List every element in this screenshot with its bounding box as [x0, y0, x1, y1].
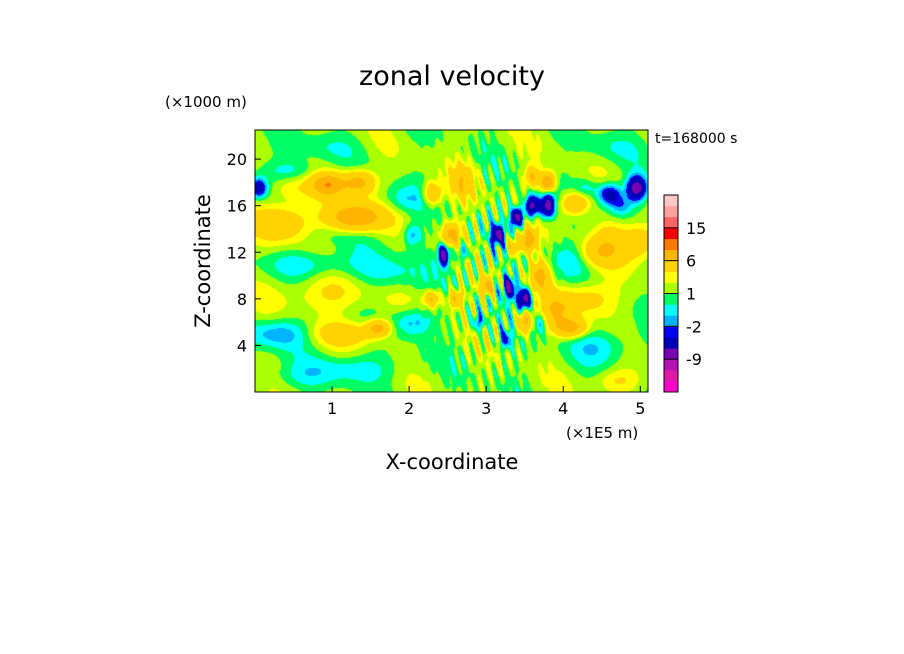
x-unit-label: (×1E5 m) [566, 424, 638, 442]
colorbar-swatch [664, 227, 678, 240]
colorbar-swatch [664, 337, 678, 349]
colorbar-swatch [664, 304, 678, 316]
colorbar-tick-label: -2 [686, 317, 702, 336]
colorbar-swatch [664, 326, 678, 338]
velocity-field-image [255, 130, 648, 392]
colorbar-swatch [664, 216, 678, 229]
colorbar-swatch [664, 238, 678, 251]
colorbar-tick-label: 1 [686, 285, 696, 304]
colorbar [663, 194, 679, 393]
colorbar-swatch [664, 271, 678, 283]
y-tick-label: 20 [227, 150, 247, 169]
colorbar-swatch [664, 370, 678, 382]
colorbar-swatch [664, 293, 678, 305]
colorbar-swatch [664, 315, 678, 327]
colorbar-swatch [664, 205, 678, 218]
y-axis-title: Z-coordinate [191, 194, 215, 328]
x-axis-ticks: 1 2 3 4 5 [327, 386, 645, 418]
x-tick-label: 4 [558, 399, 568, 418]
colorbar-labels: 15 6 1 -2 -9 [664, 219, 706, 369]
y-unit-label: (×1000 m) [165, 93, 247, 111]
plot-frame [254, 129, 649, 393]
colorbar-tick-label: -9 [686, 350, 702, 369]
time-label: t=168000 s [655, 131, 737, 147]
plot-area [255, 130, 648, 392]
colorbar-swatch [664, 282, 678, 294]
colorbar-swatch [664, 348, 678, 360]
y-tick-label: 16 [227, 197, 247, 216]
colorbar-swatch [664, 260, 678, 272]
colorbar-swatch [664, 381, 678, 393]
y-tick-label: 4 [237, 336, 247, 355]
y-axis-ticks: 4 8 12 16 20 [227, 150, 261, 355]
x-tick-label: 2 [404, 399, 414, 418]
chart-title: zonal velocity [359, 61, 545, 92]
x-axis-title: X-coordinate [386, 450, 519, 474]
colorbar-tick-label: 6 [686, 252, 696, 271]
x-tick-label: 1 [327, 399, 337, 418]
colorbar-swatch [664, 359, 678, 371]
colorbar-swatch [664, 249, 678, 261]
x-tick-label: 3 [481, 399, 491, 418]
y-tick-label: 12 [227, 243, 247, 262]
y-tick-label: 8 [237, 290, 247, 309]
colorbar-swatch [664, 195, 678, 207]
colorbar-tick-label: 15 [686, 219, 706, 238]
x-tick-label: 5 [635, 399, 645, 418]
